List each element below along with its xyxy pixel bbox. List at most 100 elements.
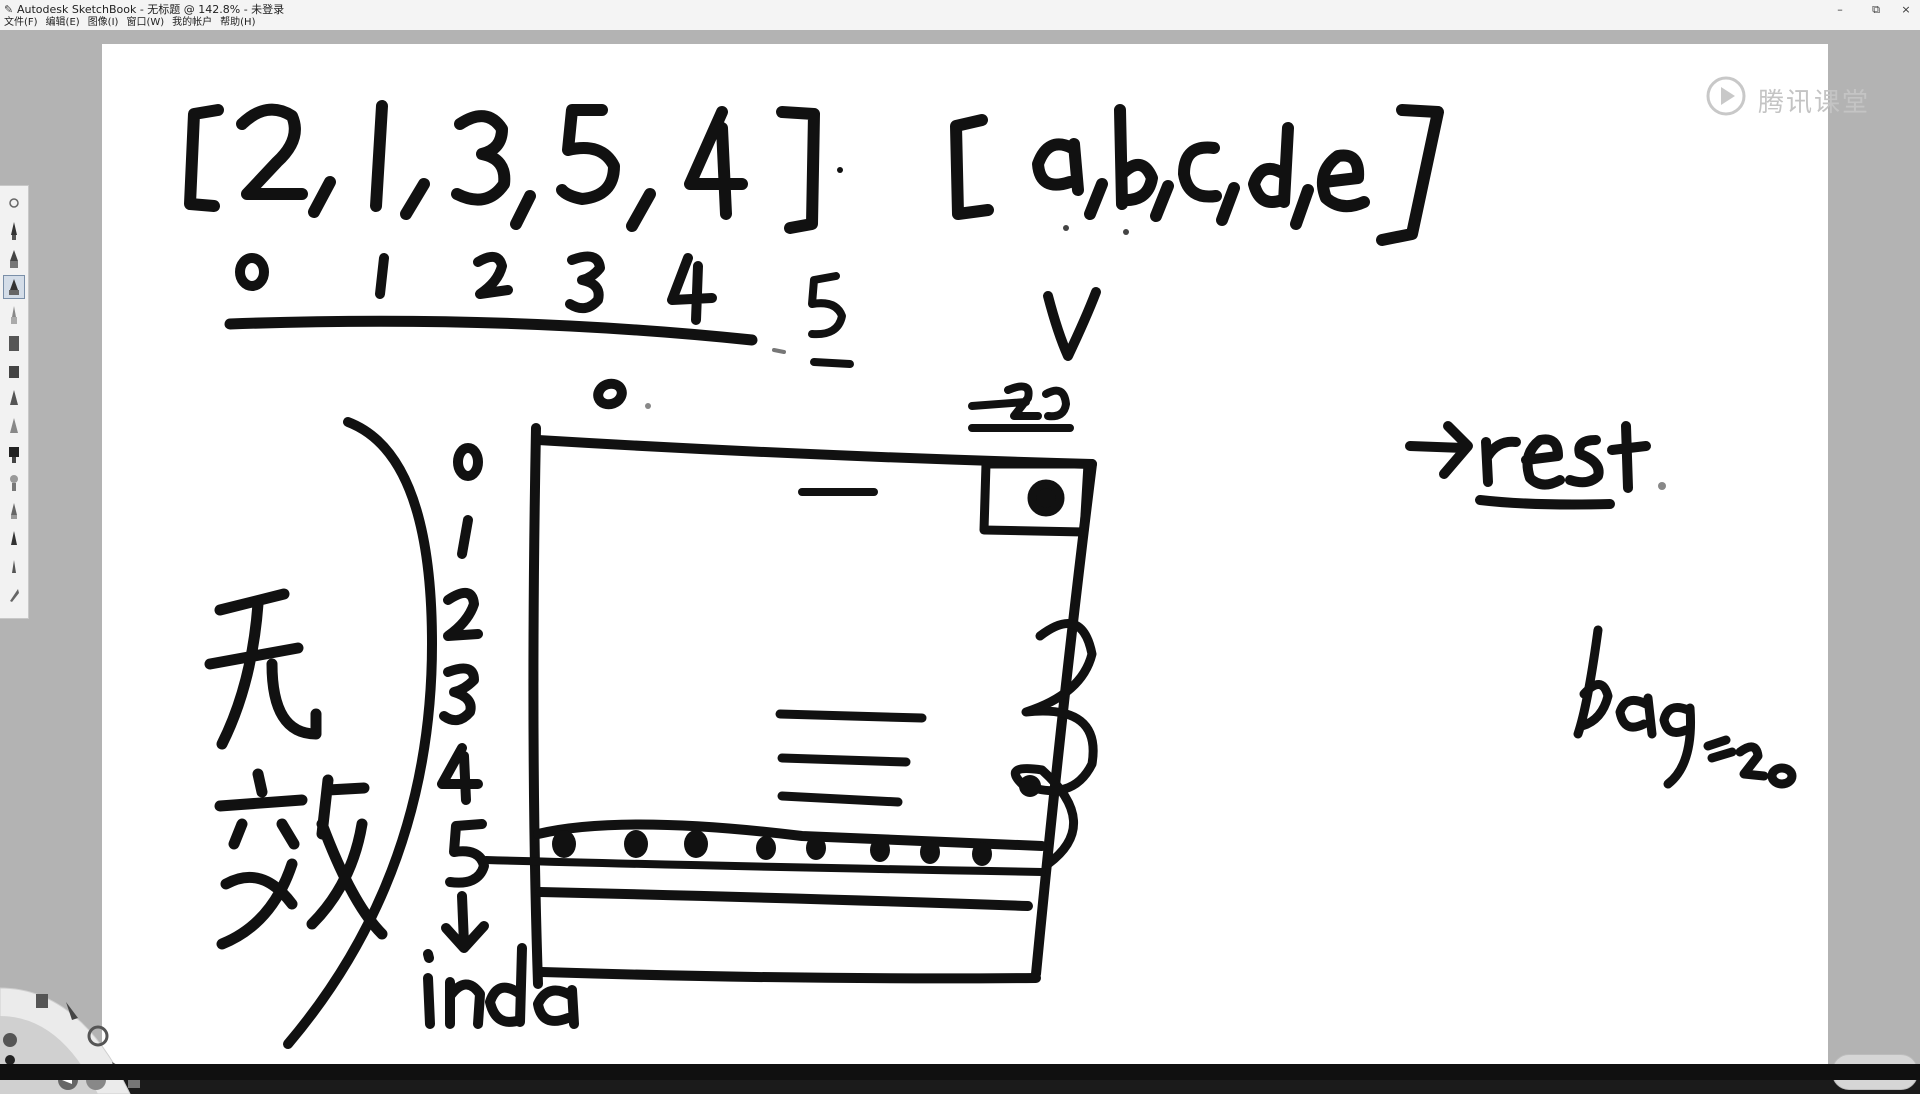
toolbar-tool-3[interactable] (4, 248, 24, 270)
toolbar-tool-15[interactable] (4, 584, 24, 606)
lagoon-pen-button[interactable] (66, 1002, 78, 1020)
letters-close-bracket (1376, 104, 1444, 246)
char-wu (204, 588, 322, 750)
array-close-bracket (776, 106, 820, 234)
close-button[interactable]: × (1901, 3, 1911, 16)
restore-button[interactable]: ⧉ (1872, 3, 1880, 16)
letter-comma-3 (1216, 182, 1240, 226)
menu-bar: 文件(F) 编辑(E) 图像(I) 窗口(W) 我的帐户 帮助(H) (0, 16, 255, 30)
toolbar-tool-9[interactable] (4, 416, 24, 438)
handwritten-rest (1405, 421, 1651, 510)
handwritten-vertical-index (437, 443, 489, 953)
v-label (1043, 287, 1101, 361)
index-4 (667, 253, 717, 325)
v-index-3 (439, 663, 479, 726)
airbrush-icon (9, 366, 19, 378)
toolbar-tool-4[interactable] (3, 275, 25, 299)
watermark-text: 腾讯课堂 (1758, 88, 1871, 118)
menu-edit[interactable]: 编辑(E) (45, 17, 80, 28)
array-comma-1 (308, 176, 336, 218)
letters-open-bracket (950, 114, 994, 220)
row-5-dots (552, 830, 992, 866)
capacity-label-20 (968, 382, 1074, 432)
fill-brush-icon (10, 475, 18, 491)
v-index-2 (443, 588, 483, 641)
letter-b (1114, 104, 1158, 210)
dash-2 (775, 709, 927, 723)
ballpoint-pen-icon (9, 279, 19, 295)
v-index-1 (457, 515, 473, 559)
stray-dot-4 (1658, 482, 1666, 490)
array-open-bracket (184, 104, 224, 212)
title-bar: ✎ Autodesk SketchBook - 无标题 @ 142.8% - 未… (0, 0, 1920, 31)
rest-underline (1475, 495, 1615, 510)
top-zero (593, 378, 627, 410)
table-bottom-edge (537, 967, 1041, 984)
toolbar-tool-11[interactable] (4, 472, 24, 494)
table-left-edge (528, 423, 543, 989)
letter-d (1248, 122, 1294, 208)
arrow-to-rest (1405, 421, 1473, 479)
handwritten-inda (423, 943, 579, 1029)
stray-dash (772, 348, 786, 354)
toolbar-tool-8[interactable] (4, 388, 24, 410)
sketchbook-logo-icon: ✎ (4, 3, 14, 16)
letter-c (1178, 141, 1222, 203)
window-title: Autodesk SketchBook - 无标题 @ 142.8% - 未登录 (17, 3, 285, 16)
toolbar-tool-10[interactable] (4, 444, 24, 466)
menu-window[interactable]: 窗口(W) (126, 17, 165, 28)
toolbar-tool-7[interactable] (4, 360, 24, 382)
array-value-2 (236, 103, 308, 200)
stray-dot-2 (1123, 229, 1129, 235)
index-underline (224, 315, 758, 346)
stray-dot-3 (645, 403, 651, 409)
handwritten-index-row (235, 251, 846, 339)
array-comma-4 (626, 188, 656, 232)
toolbar-tool-12[interactable] (4, 500, 24, 522)
index-1 (375, 253, 389, 299)
array-value-4 (684, 106, 748, 220)
index-5 (808, 272, 846, 339)
toolbar-tool-1[interactable] (4, 192, 24, 214)
index-2 (473, 251, 513, 299)
menu-file[interactable]: 文件(F) (4, 17, 38, 28)
tencent-classroom-watermark: 腾讯课堂 (1706, 76, 1868, 118)
array-value-3 (451, 110, 511, 206)
row-5-strike (482, 856, 1046, 876)
row-line-lower (535, 887, 1033, 911)
calligraphy-icon (10, 589, 19, 602)
handwritten-letters (950, 104, 1444, 246)
menu-account[interactable]: 我的帐户 (172, 17, 213, 28)
toolbar-tool-14[interactable] (4, 556, 24, 578)
array-comma-3 (510, 190, 536, 230)
lagoon-color-button[interactable] (87, 1025, 109, 1047)
lagoon-brush-button[interactable] (36, 994, 48, 1008)
sharpen-icon (12, 560, 16, 573)
letter-comma-4 (1290, 184, 1314, 230)
play-icon (1706, 76, 1746, 116)
menu-help[interactable]: 帮助(H) (220, 17, 256, 28)
toolbar-tool-5[interactable] (4, 304, 24, 326)
toolbar-tool-2[interactable] (4, 220, 24, 242)
letter-e (1317, 149, 1370, 213)
handwritten-bag-20 (1573, 625, 1797, 789)
index-3 (565, 251, 605, 314)
row-line-upper (533, 819, 1047, 851)
canvas-area[interactable]: 腾讯课堂 (0, 30, 1920, 1094)
drawing-canvas[interactable] (102, 44, 1828, 1064)
toolbar-tool-13[interactable] (4, 528, 24, 550)
handwritten-array-values (184, 100, 820, 234)
toolbar-tool-6[interactable] (4, 332, 24, 354)
chisel-icon (10, 390, 18, 405)
sketch-layer (184, 100, 1797, 1049)
tool-settings-icon (9, 198, 19, 208)
menu-image[interactable]: 图像(I) (87, 17, 119, 28)
v-index-0 (453, 443, 483, 481)
dash-4 (777, 791, 903, 807)
brush-toolbar (0, 185, 29, 619)
minimize-button[interactable]: – (1837, 3, 1843, 16)
eraser-icon (11, 503, 17, 519)
letter-comma-2 (1150, 180, 1174, 222)
down-arrow (441, 891, 489, 953)
